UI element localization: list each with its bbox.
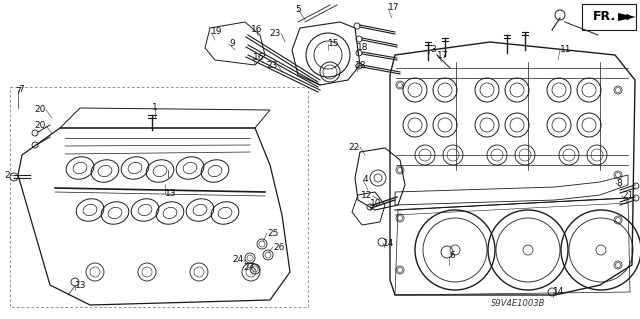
Text: 18: 18: [357, 42, 369, 51]
Text: 26: 26: [273, 242, 284, 251]
Text: 13: 13: [165, 189, 177, 198]
Text: 20: 20: [35, 122, 46, 130]
Text: 7: 7: [18, 85, 24, 94]
Text: 14: 14: [553, 287, 564, 296]
Text: 23: 23: [267, 61, 278, 70]
Text: 21: 21: [622, 191, 634, 201]
Polygon shape: [618, 13, 636, 21]
Text: 12: 12: [360, 191, 372, 201]
Text: 15: 15: [328, 40, 339, 48]
Text: 7: 7: [15, 87, 21, 97]
Text: 16: 16: [252, 25, 263, 33]
Text: 25: 25: [267, 228, 278, 238]
Text: 2: 2: [4, 170, 10, 180]
Text: 14: 14: [383, 239, 394, 248]
Text: 13: 13: [75, 280, 86, 290]
Text: 6: 6: [449, 251, 455, 261]
Text: 23: 23: [269, 28, 281, 38]
Text: 5: 5: [295, 4, 301, 13]
Text: 18: 18: [355, 61, 367, 70]
Text: 24: 24: [233, 256, 244, 264]
Text: 1: 1: [152, 103, 158, 113]
Text: 17: 17: [388, 4, 399, 12]
Text: 4: 4: [363, 175, 369, 184]
Bar: [10, 87, 308, 307]
Text: 19: 19: [211, 27, 223, 36]
Text: 22: 22: [349, 143, 360, 152]
Text: 11: 11: [560, 46, 572, 55]
Text: 8: 8: [616, 179, 621, 188]
Text: S9V4E1003B: S9V4E1003B: [491, 300, 545, 308]
Text: 10: 10: [370, 198, 381, 207]
Text: 17: 17: [437, 50, 449, 60]
Text: 9: 9: [229, 40, 235, 48]
Text: 20: 20: [35, 106, 46, 115]
Text: 27: 27: [244, 263, 255, 272]
Text: 16: 16: [253, 54, 264, 63]
Text: FR.: FR.: [593, 11, 616, 24]
Text: 3: 3: [430, 46, 436, 55]
